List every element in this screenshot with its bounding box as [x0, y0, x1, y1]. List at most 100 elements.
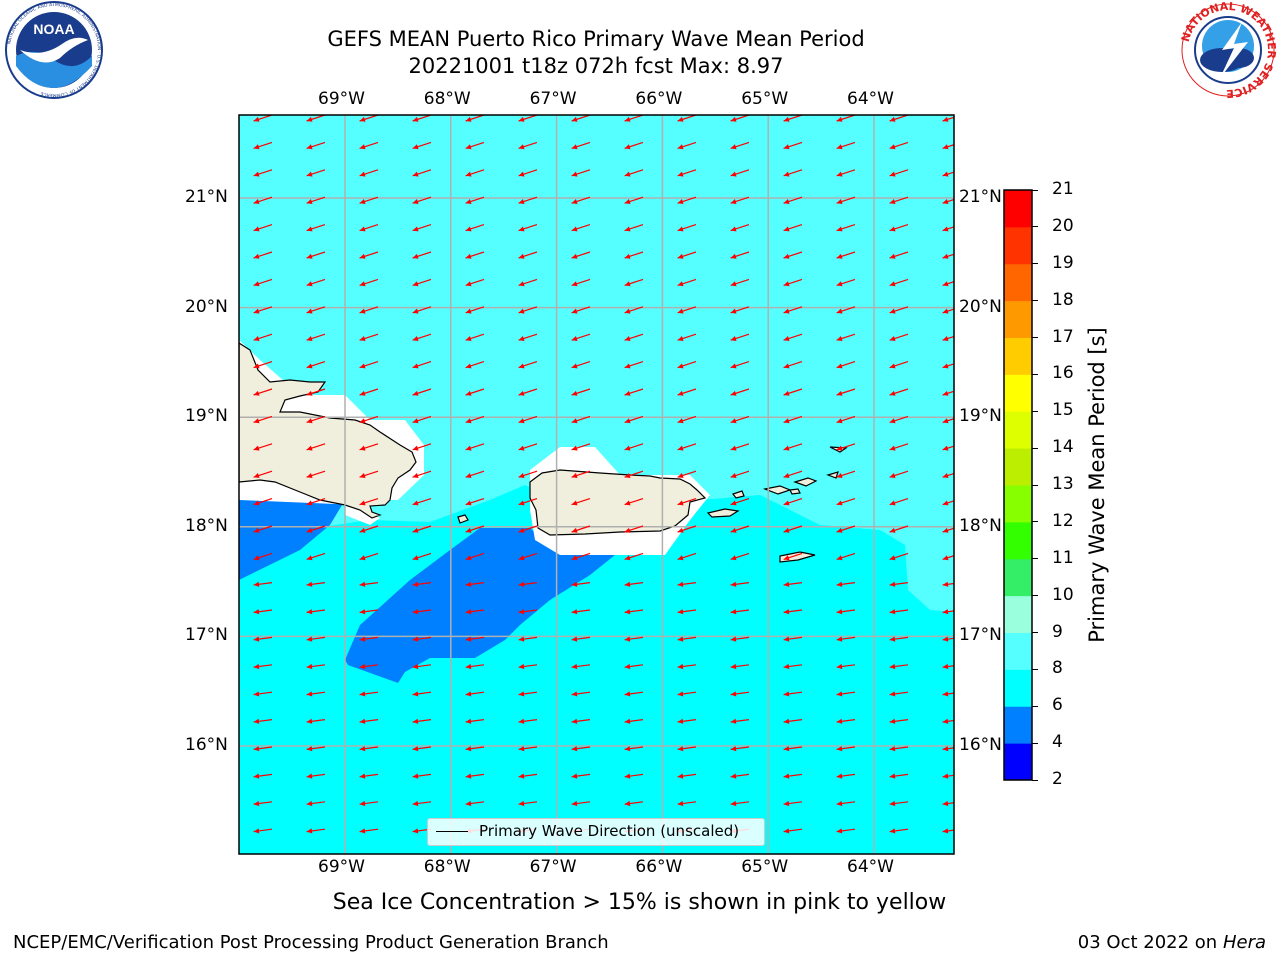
- wave-direction-arrow: [412, 552, 432, 561]
- wave-direction-arrow: [677, 115, 697, 122]
- wave-direction-arrow: [518, 691, 538, 697]
- wave-direction-arrow: [677, 196, 697, 205]
- wave-direction-arrow: [783, 609, 803, 615]
- wave-direction-arrow: [306, 333, 326, 342]
- wave-direction-arrow: [677, 636, 697, 642]
- wave-direction-arrow: [942, 500, 954, 506]
- wave-direction-arrow: [571, 718, 591, 724]
- land-virgin-islands: [762, 477, 818, 495]
- wave-direction-arrow: [624, 224, 644, 232]
- wave-direction-arrow: [942, 390, 954, 396]
- wave-direction-arrow: [571, 800, 591, 807]
- wave-direction-arrow: [359, 443, 379, 451]
- wave-direction-arrow: [942, 773, 954, 779]
- wave-direction-arrow: [677, 361, 697, 369]
- wave-direction-arrow: [836, 361, 856, 369]
- wave-direction-arrow: [783, 278, 803, 287]
- colorbar-segment: [1004, 595, 1032, 633]
- wave-direction-arrow: [465, 773, 485, 779]
- wave-direction-arrow: [889, 581, 909, 587]
- wave-direction-arrow: [359, 333, 379, 342]
- wave-direction-arrow: [836, 498, 856, 506]
- axis-tick-label: 65°W: [741, 857, 789, 877]
- wave-direction-arrow: [571, 636, 591, 642]
- wave-direction-arrow: [253, 333, 273, 342]
- colorbar-tick-mark: [1032, 521, 1038, 523]
- colorbar-segment: [1004, 669, 1032, 707]
- wave-direction-arrow: [359, 552, 379, 561]
- wave-direction-arrow: [306, 251, 326, 259]
- colorbar-tick-mark: [1032, 226, 1038, 228]
- wave-direction-arrow: [253, 278, 273, 287]
- wave-direction-arrow: [306, 415, 326, 424]
- wave-direction-arrow: [730, 333, 750, 342]
- wave-direction-arrow: [677, 251, 697, 259]
- wave-direction-arrow: [677, 718, 697, 724]
- colorbar-tick-label: 16: [1052, 363, 1074, 384]
- wave-direction-arrow: [412, 278, 432, 287]
- colorbar-segment: [1004, 632, 1032, 670]
- wave-direction-arrow: [465, 498, 485, 506]
- wave-direction-arrow: [836, 443, 856, 451]
- wave-direction-arrow: [253, 552, 273, 561]
- map-frame: [238, 114, 955, 855]
- wave-direction-arrow: [465, 746, 485, 752]
- wave-direction-arrow: [730, 306, 750, 314]
- wave-direction-arrow: [889, 552, 909, 561]
- colorbar-tick-mark: [1032, 337, 1038, 338]
- wave-direction-arrow: [465, 278, 485, 287]
- wave-direction-arrow: [253, 115, 273, 122]
- wave-direction-arrow: [465, 470, 485, 479]
- wave-direction-arrow: [412, 169, 432, 177]
- wave-direction-arrow: [783, 581, 803, 587]
- wave-direction-arrow: [624, 443, 644, 451]
- wave-direction-arrow: [624, 773, 644, 779]
- colorbar-tick-label: 4: [1052, 732, 1063, 753]
- wave-direction-arrow: [518, 525, 538, 533]
- axis-tick-label: 21°N: [959, 187, 1002, 207]
- wave-direction-arrow: [783, 636, 803, 642]
- axis-tick-label: 17°N: [185, 625, 228, 646]
- wave-direction-arrow: [306, 470, 326, 479]
- wave-direction-arrow: [677, 800, 697, 807]
- wave-direction-arrow: [889, 169, 909, 177]
- wave-direction-arrow: [836, 306, 856, 314]
- wave-direction-arrow: [836, 581, 856, 587]
- wave-direction-arrow: [624, 196, 644, 205]
- wave-direction-arrow: [571, 333, 591, 342]
- colorbar: [1003, 189, 1033, 781]
- wave-direction-arrow: [730, 498, 750, 506]
- wave-direction-arrow: [942, 171, 954, 177]
- colorbar-tick-mark: [1032, 668, 1038, 670]
- colorbar-segment: [1004, 263, 1032, 302]
- wave-direction-arrow: [359, 224, 379, 232]
- colorbar-tick-label: 17: [1052, 326, 1074, 347]
- wave-direction-arrow: [942, 418, 954, 424]
- wave-direction-arrow: [518, 800, 538, 807]
- wave-direction-arrow: [730, 663, 750, 670]
- wave-direction-arrow: [412, 691, 432, 697]
- colorbar-tick-label: 18: [1052, 289, 1074, 310]
- wave-direction-arrow: [412, 581, 432, 587]
- wave-direction-arrow: [571, 581, 591, 587]
- wave-direction-arrow: [624, 278, 644, 287]
- wave-direction-arrow: [942, 828, 954, 834]
- wave-direction-arrow: [359, 773, 379, 779]
- wave-direction-arrow: [571, 388, 591, 396]
- colorbar-segment: [1004, 448, 1032, 486]
- wave-direction-arrow: [571, 196, 591, 205]
- wave-direction-arrow: [518, 609, 538, 615]
- wave-direction-arrow: [306, 224, 326, 232]
- wave-direction-arrow: [518, 388, 538, 396]
- wave-direction-arrow: [253, 691, 273, 697]
- wave-direction-arrow: [306, 525, 326, 533]
- wave-direction-arrow: [942, 308, 954, 314]
- wave-direction-arrow: [465, 663, 485, 670]
- wave-direction-arrow: [359, 278, 379, 287]
- colorbar-tick-label: 13: [1052, 474, 1074, 494]
- noaa-logo-text: NOAA: [33, 21, 74, 37]
- nws-logo: NATIONAL WEATHER SERVICE: [1179, 0, 1278, 100]
- footer-right: 03 Oct 2022 on Hera: [1078, 932, 1266, 953]
- land-culebra: [732, 490, 745, 499]
- wave-direction-arrow: [889, 773, 909, 779]
